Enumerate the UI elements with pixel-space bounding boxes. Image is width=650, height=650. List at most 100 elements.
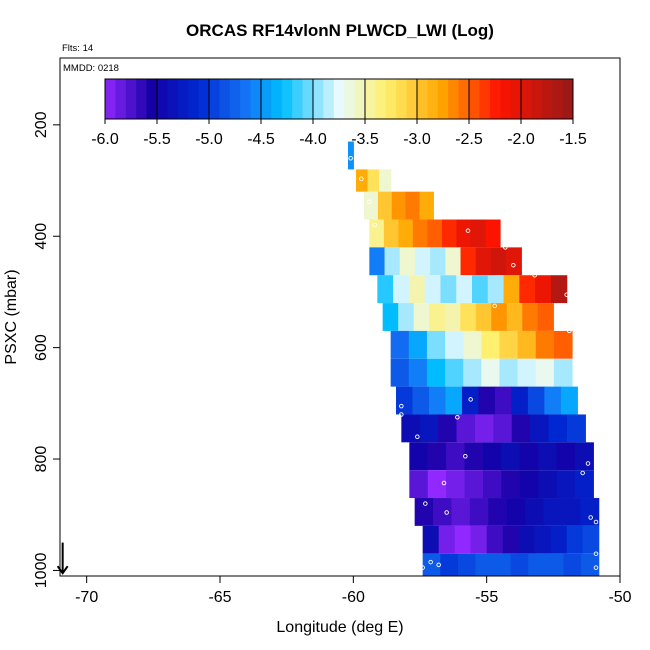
heatmap-cell — [456, 219, 472, 248]
heatmap-cell — [393, 275, 410, 304]
heatmap-cell — [535, 330, 555, 359]
y-tick-label: 800 — [33, 446, 50, 473]
x-axis: -70 -65 -60 -55 -50 — [75, 576, 632, 606]
colorbar-segment — [271, 79, 283, 119]
heatmap-cell — [348, 141, 354, 170]
heatmap-cell — [553, 358, 573, 387]
heatmap-cell — [419, 414, 439, 443]
heatmap-cell — [502, 525, 520, 554]
x-tick-label: -50 — [608, 589, 631, 606]
colorbar-segment — [531, 79, 543, 119]
flight-markers — [348, 156, 599, 570]
heatmap-cell — [464, 470, 484, 499]
heatmap-cell — [510, 553, 529, 576]
colorbar-segment — [385, 79, 397, 119]
plot-frame — [59, 57, 621, 577]
flight-marker — [367, 199, 372, 204]
colorbar-segment — [448, 79, 459, 119]
heatmap-cell — [414, 498, 434, 526]
flight-marker — [428, 559, 433, 565]
heatmap-cell — [475, 247, 492, 276]
colorbar-segment — [261, 79, 272, 119]
x-tick-label: -60 — [342, 589, 365, 606]
heatmap-cell — [561, 498, 581, 526]
heatmap-cell — [390, 330, 410, 359]
heatmap-cell — [405, 191, 421, 220]
heatmap-cell — [518, 525, 536, 554]
flight-marker — [436, 562, 441, 568]
colorbar-segment — [219, 79, 231, 119]
heatmap-cell — [511, 386, 529, 415]
x-tick-label: -65 — [208, 589, 231, 606]
colorbar-segment — [177, 79, 189, 119]
heatmap-cell — [377, 191, 393, 220]
heatmap-cell — [461, 386, 480, 415]
y-tick-label: 600 — [33, 334, 50, 361]
heatmap-cell — [582, 525, 600, 554]
flight-marker — [423, 501, 428, 506]
heatmap-cell — [422, 553, 441, 576]
heatmap-cell — [438, 525, 456, 554]
colorbar-tick-label: -2.5 — [455, 131, 483, 148]
heatmap-cell — [440, 553, 459, 576]
heatmap-cell — [470, 525, 488, 554]
colorbar-segment — [541, 79, 553, 119]
heatmap-cell — [581, 553, 600, 576]
colorbar-segment — [469, 79, 480, 119]
flight-marker — [399, 403, 404, 409]
heatmap-cell — [560, 386, 578, 415]
heatmap-cell — [475, 553, 494, 576]
heatmap-cell — [499, 330, 519, 359]
colorbar-segment — [479, 79, 491, 119]
heatmap-cell — [574, 442, 594, 471]
heatmap-cell — [456, 275, 473, 304]
heatmap-cell — [517, 330, 537, 359]
heatmap-cell — [445, 247, 462, 276]
colorbar-segment — [510, 79, 522, 119]
flight-marker — [391, 456, 396, 462]
heatmap-cell — [525, 498, 545, 526]
colorbar-segment — [406, 79, 418, 119]
colorbar-segment — [167, 79, 179, 119]
heatmap-cell — [414, 247, 431, 276]
colorbar-segment — [250, 79, 262, 119]
heatmap-cell — [574, 470, 594, 499]
heatmap-cell — [419, 191, 434, 220]
heatmap-cell — [399, 247, 416, 276]
flight-marker — [420, 565, 425, 570]
colorbar-segment — [500, 79, 511, 119]
colorbar-segment — [302, 79, 314, 119]
chart-title: ORCAS RF14vlonN PLWCD_LWI (Log) — [186, 21, 494, 40]
heatmap-cell — [438, 414, 458, 443]
y-tick-label: 400 — [33, 223, 50, 250]
heatmap-cell — [472, 275, 489, 304]
x-tick-label: -70 — [75, 589, 98, 606]
heatmap-cell — [528, 553, 547, 576]
heatmap-cell — [543, 498, 563, 526]
heatmap-cell — [530, 414, 550, 443]
heatmap-cell — [429, 303, 446, 331]
heatmap-cell — [494, 386, 512, 415]
arrow-head — [56, 565, 69, 575]
heatmap-cell — [460, 247, 477, 276]
flight-marker — [404, 508, 409, 514]
x-tick-label: -55 — [475, 589, 498, 606]
flight-marker — [377, 364, 383, 369]
heatmap-cell — [534, 525, 552, 554]
flight-marker — [532, 272, 537, 278]
heatmap-cell — [519, 470, 539, 499]
colorbar-tick-label: -4.5 — [247, 131, 275, 148]
flight-marker — [372, 222, 377, 228]
colorbar-segment — [458, 79, 470, 119]
y-axis-label: PSXC (mbar) — [3, 269, 20, 364]
heatmap-cell — [481, 358, 501, 387]
colorbar-segment — [365, 79, 376, 119]
flight-marker — [585, 461, 591, 466]
heatmap-cell — [398, 219, 414, 248]
heatmap-cell — [390, 358, 410, 387]
heatmap-cell — [493, 414, 513, 443]
heatmap-cell — [486, 525, 504, 554]
heatmap-cell — [454, 525, 472, 554]
flight-marker — [564, 292, 569, 297]
heatmap-cell — [446, 442, 466, 471]
